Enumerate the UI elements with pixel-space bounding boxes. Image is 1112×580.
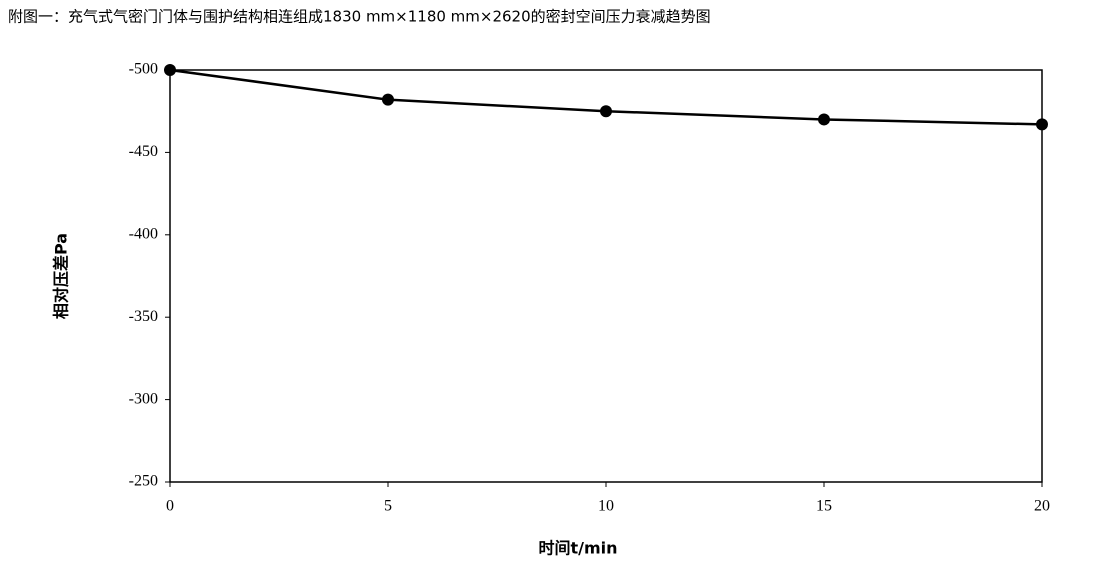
data-point xyxy=(600,105,612,118)
y-tick-label: -350 xyxy=(129,308,158,325)
data-point xyxy=(164,64,176,76)
y-tick-label: -300 xyxy=(129,390,158,407)
data-point xyxy=(382,93,394,106)
x-tick-label: 5 xyxy=(384,498,392,515)
y-tick-label: -400 xyxy=(129,225,158,242)
x-tick-label: 15 xyxy=(816,498,832,515)
x-tick-label: 20 xyxy=(1034,498,1050,515)
x-tick-label: 10 xyxy=(598,498,614,515)
y-tick-label: -500 xyxy=(129,61,158,78)
y-axis-label: 相对压差Pa xyxy=(52,233,71,319)
chart-title: 附图一：充气式气密门门体与围护结构相连组成1830 mm×1180 mm×262… xyxy=(8,8,711,26)
y-tick-label: -450 xyxy=(129,143,158,160)
x-axis-label: 时间t/min xyxy=(538,539,617,558)
data-point xyxy=(818,113,830,126)
plot-frame xyxy=(169,69,1043,483)
y-tick-label: -250 xyxy=(129,473,158,490)
x-tick-label: 0 xyxy=(166,498,174,515)
data-point xyxy=(1036,118,1048,131)
